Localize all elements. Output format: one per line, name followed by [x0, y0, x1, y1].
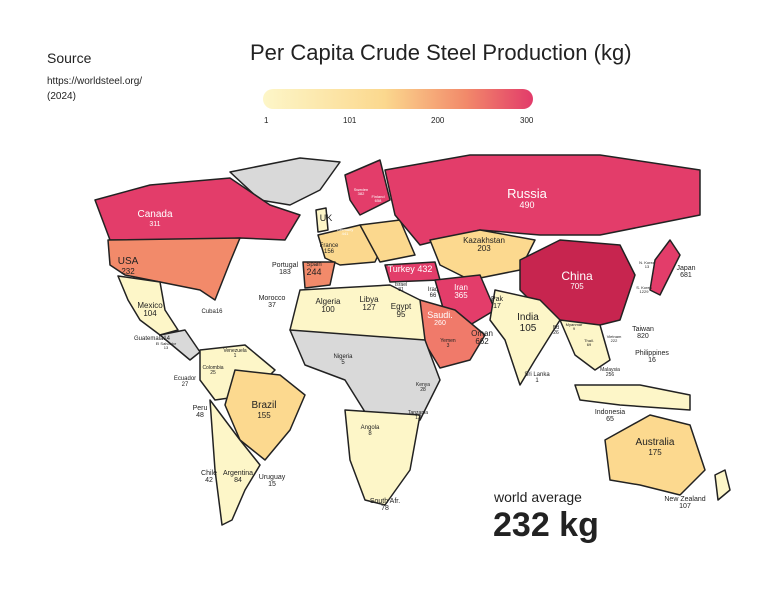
country-label: Mexico 104 — [137, 301, 163, 319]
region-scandinavia — [344, 159, 391, 216]
country-label: Portugal 183 — [271, 262, 299, 277]
country-label: USA 232 — [117, 256, 139, 276]
world-average-label: world average — [494, 489, 582, 505]
source-link[interactable]: https://worldsteel.org/ — [47, 76, 143, 87]
country-label: Russia 490 — [507, 186, 547, 210]
region-southeast-asia — [559, 319, 611, 371]
country-label: Iraq 66 — [427, 287, 439, 300]
country-label: Sweden 382 — [353, 187, 369, 197]
country-label: Turkey 432 — [387, 264, 433, 274]
country-label: Malaysia 256 — [600, 367, 620, 379]
source-url: https://worldsteel.org/ (2024) — [47, 74, 142, 104]
page-title: Per Capita Crude Steel Production (kg) — [250, 40, 632, 65]
country-label: France 156 — [319, 243, 339, 256]
country-label: Australia 175 — [635, 437, 675, 457]
country-label: Bd 26 — [552, 325, 560, 337]
country-label: Spain 244 — [306, 262, 322, 278]
country-label: El Salvador 13 — [155, 341, 177, 351]
country-label: Saudi. 260 — [427, 310, 453, 328]
country-label: Kenya 28 — [415, 382, 431, 394]
country-label: Egypt 95 — [390, 302, 412, 320]
legend-tick: 300 — [520, 116, 534, 125]
country-label: Cuba16 — [201, 309, 223, 315]
country-label: Indonesia 65 — [594, 409, 626, 424]
country-label: Kazakhstan 203 — [463, 236, 505, 254]
country-label: Argentina 84 — [223, 470, 253, 485]
country-label: Guatemala14 — [133, 336, 171, 342]
country-label: N. Korea 13 — [639, 260, 655, 270]
region-brazil — [224, 369, 306, 461]
country-label: Sri Lanka 1 — [524, 372, 550, 385]
country-label: Yemen 3 — [440, 338, 456, 350]
region-indonesia — [574, 384, 691, 411]
country-label: Chile 42 — [201, 470, 217, 485]
region-southern-cone — [209, 399, 261, 526]
country-label: Ecuador 27 — [173, 376, 197, 389]
country-label: India 105 — [517, 312, 539, 334]
country-label: Iran 365 — [454, 283, 468, 301]
legend-tick: 200 — [431, 116, 445, 125]
country-label: Libya 127 — [359, 295, 379, 313]
region-east-europe — [359, 219, 416, 263]
country-label: Vietnam 222 — [606, 334, 622, 344]
country-label: Japan 681 — [676, 265, 696, 280]
country-label: Peru 48 — [192, 405, 208, 420]
country-label: Colombia 25 — [202, 365, 224, 377]
region-southern-africa — [344, 409, 421, 506]
country-label: Germany 441 — [336, 227, 354, 237]
country-label: New Zealand 107 — [664, 496, 706, 511]
region-new-zealand — [714, 469, 731, 501]
region-russia — [384, 154, 701, 246]
country-label: Angola 8 — [360, 425, 380, 438]
country-label: Uruguay 15 — [258, 474, 286, 489]
country-label: Brazil 155 — [251, 400, 277, 420]
country-label: Nigeria 5 — [333, 354, 353, 367]
country-label: S. Korea 1229 — [636, 285, 652, 295]
country-label: Thail. 69 — [584, 338, 594, 348]
country-label: Canada 311 — [137, 209, 173, 228]
legend-color-bar — [263, 89, 533, 109]
country-label: Taiwan 820 — [632, 326, 654, 341]
country-label: China 705 — [561, 269, 593, 291]
source-year: (2024) — [47, 91, 76, 102]
country-label: Morocco 37 — [258, 295, 286, 310]
world-average-value: 232 kg — [493, 506, 599, 544]
source-title: Source — [47, 50, 92, 66]
country-label: Myanmar 9 — [565, 322, 583, 332]
country-label: Venezuela 1 — [223, 348, 247, 360]
country-label: Israel 31 — [394, 282, 408, 294]
region-australia — [604, 414, 706, 496]
country-label: Tanzania 12 — [407, 410, 429, 422]
country-label: Pak 17 — [490, 296, 504, 311]
region-uk — [315, 207, 329, 233]
country-label: South Afr. 78 — [369, 498, 401, 513]
region-usa — [107, 237, 241, 301]
country-label: Algeria 100 — [315, 297, 341, 315]
country-label: Finland 658 — [371, 194, 385, 204]
legend-tick: 101 — [343, 116, 357, 125]
country-label: Philippines 16 — [635, 350, 669, 365]
country-label: UK — [319, 213, 333, 223]
country-label: Oman 662 — [471, 329, 493, 347]
region-india — [489, 289, 561, 386]
region-iberia — [302, 261, 336, 289]
legend-tick: 1 — [264, 116, 269, 125]
region-japan — [649, 239, 681, 296]
